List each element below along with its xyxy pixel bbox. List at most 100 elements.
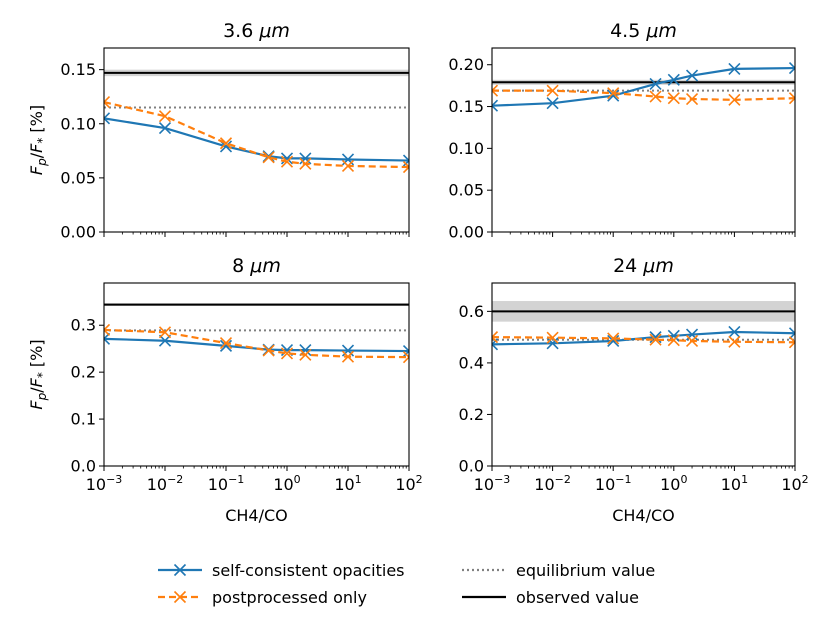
- self-consistent-series-line: [104, 337, 409, 353]
- x-tick-label: 10−3: [474, 473, 511, 494]
- postprocessed-series-line: [492, 89, 795, 101]
- postprocessed-point-7: [728, 335, 741, 348]
- self-consistent-series-line: [492, 330, 795, 346]
- postprocessed-legend-marker: [173, 590, 187, 604]
- postprocessed-point-6: [685, 92, 699, 106]
- postprocessed-point-6: [299, 157, 312, 170]
- postprocessed-point-4: [649, 90, 662, 103]
- y-tick-label: 0.4: [459, 353, 484, 372]
- y-tick-label: 0.10: [448, 139, 484, 158]
- self-consistent-point-1: [492, 99, 499, 112]
- self-consistent-point-2: [546, 337, 559, 350]
- postprocessed-point-8: [402, 160, 409, 174]
- self-consistent-point-2: [158, 122, 172, 135]
- postprocessed-point-1: [104, 323, 111, 336]
- postprocessed-point-5: [667, 334, 680, 347]
- y-tick-label: 0.2: [71, 363, 96, 382]
- postprocessed-point-8: [788, 92, 795, 105]
- postprocessed-point-3: [219, 336, 233, 350]
- postprocessed-point-2: [158, 110, 172, 123]
- panel-title: 4.5 μm: [610, 20, 677, 42]
- postprocessed-point-4: [649, 333, 662, 346]
- y-tick-label: 0.10: [60, 114, 96, 133]
- axes-frame: [491, 282, 796, 467]
- y-axis-label-visible: Fp/F* [%]: [27, 339, 49, 409]
- x-tick-label: 101: [334, 473, 361, 494]
- postprocessed-series-line: [104, 101, 409, 169]
- self-consistent-point-3: [607, 89, 620, 102]
- x-axis-label: CH4/CO: [225, 506, 288, 525]
- plot-area: [104, 303, 409, 364]
- self-consistent-point-1: [104, 332, 111, 345]
- postprocessed-point-1: [492, 84, 499, 97]
- postprocessed-point-3: [219, 137, 233, 150]
- postprocessed-point-2: [158, 326, 172, 339]
- postprocessed-point-1: [492, 331, 499, 344]
- legend-label-postprocessed: postprocessed only: [212, 588, 367, 607]
- legend-label-observed: observed value: [516, 588, 639, 607]
- x-tick-label: 10−1: [595, 473, 632, 494]
- self-consistent-point-2: [546, 97, 559, 110]
- self-consistent-point-1: [104, 112, 111, 125]
- y-tick-label: 0.0: [71, 457, 96, 476]
- x-tick-label: 10−2: [147, 473, 184, 494]
- panel-4: 0.0 0.2 0.4 0.6 10−3 10−2 10−1 100 101 102 CH4/CO 2…: [459, 255, 809, 525]
- y-tick-label: 0.15: [448, 97, 484, 116]
- axes-frame: [103, 282, 410, 467]
- y-axis-label-visible: Fp/F* [%]: [27, 105, 49, 175]
- axes-frame: [103, 47, 410, 233]
- postprocessed-point-7: [728, 93, 741, 106]
- x-tick-label: 10−3: [86, 473, 123, 494]
- y-tick-label: 0.2: [459, 405, 484, 424]
- postprocessed-point-7: [341, 350, 355, 363]
- self-consistent-point-3: [607, 334, 620, 348]
- y-tick-label: 0.20: [448, 55, 484, 74]
- postprocessed-point-2: [546, 84, 559, 97]
- x-tick-label: 102: [781, 473, 808, 494]
- y-tick-label: 0.0: [459, 457, 484, 476]
- postprocessed-point-2: [546, 331, 559, 344]
- y-tick-label: 0.00: [60, 223, 96, 242]
- self-consistent-legend-marker: [173, 563, 187, 577]
- postprocessed-point-5: [667, 92, 680, 105]
- x-tick-label: 10−2: [534, 473, 571, 494]
- postprocessed-series-line: [492, 336, 795, 344]
- x-tick-label: 100: [273, 473, 300, 494]
- postprocessed-series-line: [104, 328, 409, 359]
- x-tick-label: 102: [395, 473, 422, 494]
- x-axis-label: CH4/CO: [612, 506, 675, 525]
- self-consistent-point-8: [402, 344, 409, 358]
- x-tick-label: 101: [721, 473, 748, 494]
- y-tick-label: 0.15: [60, 60, 96, 79]
- panel-3: 0.0 0.1 0.2 0.3 10−3 10−2 10−1 100 101 102 CH4/CO F…: [27, 255, 423, 525]
- plot-area: [492, 62, 795, 112]
- y-tick-label: 0.05: [448, 181, 484, 200]
- plot-area: [492, 301, 795, 351]
- legend: self-consistent opacities postprocessed o…: [158, 561, 655, 607]
- self-consistent-point-5: [667, 73, 680, 86]
- postprocessed-point-6: [299, 348, 312, 361]
- postprocessed-point-5: [280, 155, 294, 168]
- plot-area: [104, 69, 409, 174]
- self-consistent-series-line: [492, 66, 795, 107]
- self-consistent-point-7: [728, 62, 741, 75]
- panel-title: 8 μm: [232, 255, 281, 277]
- self-consistent-point-4: [649, 77, 662, 91]
- postprocessed-point-3: [607, 87, 620, 100]
- y-tick-label: 0.3: [71, 316, 96, 335]
- panel-1: 0.000.050.100.15F_p/F_* [%]Fp/F* [%]3.6 …: [27, 20, 410, 242]
- self-consistent-point-7: [728, 325, 741, 339]
- self-consistent-point-3: [219, 140, 233, 153]
- postprocessed-point-4: [262, 344, 275, 357]
- postprocessed-point-8: [788, 336, 795, 349]
- postprocessed-point-5: [280, 347, 294, 360]
- postprocessed-point-8: [402, 351, 409, 364]
- postprocessed-point-6: [685, 334, 699, 348]
- axes-frame: [491, 47, 796, 233]
- self-consistent-point-5: [280, 152, 294, 165]
- panel-2: 0.00 0.05 0.10 0.15 0.20 4.5 μm: [448, 20, 796, 242]
- postprocessed-point-7: [341, 159, 355, 173]
- postprocessed-point-4: [262, 151, 275, 164]
- self-consistent-point-3: [219, 339, 233, 352]
